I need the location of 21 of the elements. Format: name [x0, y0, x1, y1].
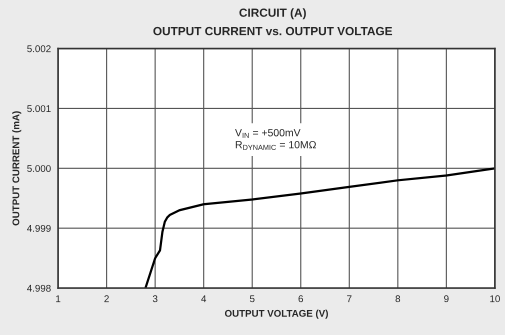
y-tick-label: 4.998 — [27, 284, 51, 292]
x-tick-label: 7 — [347, 295, 352, 302]
x-tick-label: 2 — [104, 295, 109, 302]
x-tick-label: 3 — [152, 295, 158, 302]
x-tick-label: 5 — [250, 295, 255, 302]
x-axis-title: OUTPUT VOLTAGE (V) — [224, 310, 328, 319]
y-tick-label: 5.002 — [27, 45, 51, 52]
x-tick-label: 4 — [201, 295, 206, 302]
x-tick-label: 10 — [490, 295, 500, 302]
y-axis-title: OUTPUT CURRENT (mA) — [12, 111, 22, 226]
x-tick-label: 9 — [444, 295, 449, 302]
y-tick-label: 4.999 — [27, 224, 51, 232]
x-tick-label: 8 — [396, 295, 400, 302]
x-tick-label: 1 — [56, 295, 60, 302]
x-tick-label: 6 — [298, 295, 304, 302]
y-tick-label: 5.001 — [27, 105, 51, 112]
annotation: V$_{IN}$ = +500mV R$_{DYNAMIC}$ = 10MΩ — [235, 129, 316, 150]
chart-subtitle: OUTPUT CURRENT vs. OUTPUT VOLTAGE — [153, 26, 392, 36]
chart-title: CIRCUIT (A) — [239, 8, 306, 20]
line-series — [144, 167, 495, 288]
y-tick-label: 5.000 — [27, 165, 51, 172]
